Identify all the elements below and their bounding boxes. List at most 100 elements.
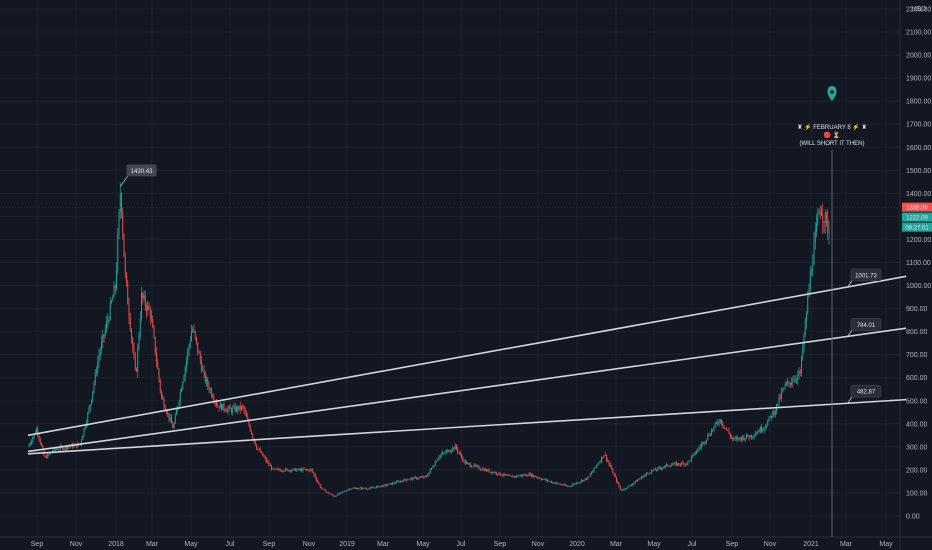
candle-body <box>64 446 66 449</box>
candle-body <box>322 488 324 490</box>
candle-body <box>381 485 382 487</box>
candle-body <box>132 338 134 349</box>
candle-body <box>586 478 587 480</box>
candle-body <box>491 471 492 473</box>
candle-body <box>582 480 584 482</box>
candle-body <box>531 474 532 476</box>
candle-body <box>461 454 462 458</box>
y-tick-label: 600.00 <box>906 375 928 382</box>
trendline[interactable] <box>27 398 907 455</box>
candle-body <box>147 305 149 311</box>
candle-body <box>547 479 549 482</box>
candle-body <box>358 487 360 489</box>
candle-body <box>392 482 394 485</box>
candle-body <box>556 482 557 484</box>
candle-body <box>652 470 654 472</box>
candle-body <box>152 318 154 328</box>
candle-body <box>254 440 256 446</box>
candle-body <box>756 433 757 435</box>
x-tick-label: 2018 <box>108 541 124 548</box>
candle-body <box>309 469 311 471</box>
x-tick-label: Nov <box>303 541 316 548</box>
candle-body <box>124 256 126 273</box>
candle-body <box>719 419 721 423</box>
candle-body <box>88 408 90 414</box>
candle-body <box>626 488 627 490</box>
candle-body <box>791 382 792 385</box>
candle-body <box>302 468 304 472</box>
candle-body <box>373 487 375 489</box>
candle-body <box>518 475 520 477</box>
candle-body <box>198 352 200 354</box>
candle-body <box>588 475 590 478</box>
trendline-label-box <box>850 268 882 282</box>
candle-body <box>339 492 341 494</box>
candle-body <box>239 405 241 410</box>
candle-body <box>696 451 697 454</box>
candle-body <box>434 461 436 466</box>
candle-body <box>257 448 259 450</box>
candle-body <box>287 469 289 471</box>
candle-body <box>436 461 437 463</box>
candle-body <box>743 436 745 440</box>
ath-leader <box>120 176 128 187</box>
candle-body <box>271 465 272 470</box>
candle-body <box>693 452 695 455</box>
trendline-label-box <box>850 384 882 398</box>
candle-body <box>528 473 530 476</box>
candle-body <box>258 448 260 450</box>
candle-body <box>463 460 465 462</box>
candle-body <box>807 296 809 314</box>
candle-body <box>658 467 660 469</box>
candle-body <box>799 371 801 373</box>
candle-body <box>413 477 415 480</box>
candle-body <box>638 479 640 480</box>
candle-body <box>233 406 235 408</box>
candle-body <box>216 402 217 405</box>
candle-body <box>684 463 686 465</box>
candle-body <box>513 476 515 478</box>
candle-body <box>664 465 666 468</box>
candle-body <box>476 465 477 467</box>
candle-body <box>633 482 635 484</box>
candle-body <box>546 479 547 481</box>
candle-body <box>714 422 716 427</box>
candle-body <box>686 463 687 465</box>
candle-body <box>99 350 101 356</box>
candle-body <box>63 448 65 450</box>
candle-body <box>571 485 572 487</box>
trendline[interactable] <box>27 275 907 437</box>
candle-body <box>826 212 827 219</box>
candle-body <box>631 485 632 486</box>
candle-body <box>326 491 327 493</box>
candle-body <box>802 348 804 358</box>
candle-body <box>744 438 746 440</box>
candle-body <box>164 407 166 411</box>
candle-body <box>217 404 219 407</box>
candle-body <box>477 465 479 467</box>
candle-body <box>102 334 104 342</box>
candle-body <box>624 488 626 490</box>
candle-body <box>414 477 416 479</box>
candle-body <box>429 469 431 473</box>
candle-body <box>639 478 641 480</box>
candle-body <box>186 359 187 367</box>
candle-body <box>196 337 197 343</box>
candle-body <box>296 469 297 472</box>
candle-body <box>653 468 655 471</box>
candle-body <box>492 472 494 473</box>
candle-body <box>617 481 619 483</box>
y-tick-label: 900.00 <box>906 306 928 313</box>
candle-body <box>111 300 112 303</box>
candle-body <box>154 337 156 354</box>
candle-body <box>49 452 51 454</box>
y-tick-label: 300.00 <box>906 444 928 451</box>
candle-body <box>96 372 97 373</box>
candle-body <box>394 483 396 484</box>
candle-body <box>699 446 701 448</box>
candle-body <box>506 474 507 476</box>
candle-body <box>371 487 372 489</box>
trendline[interactable] <box>27 327 907 453</box>
candle-body <box>552 482 554 484</box>
